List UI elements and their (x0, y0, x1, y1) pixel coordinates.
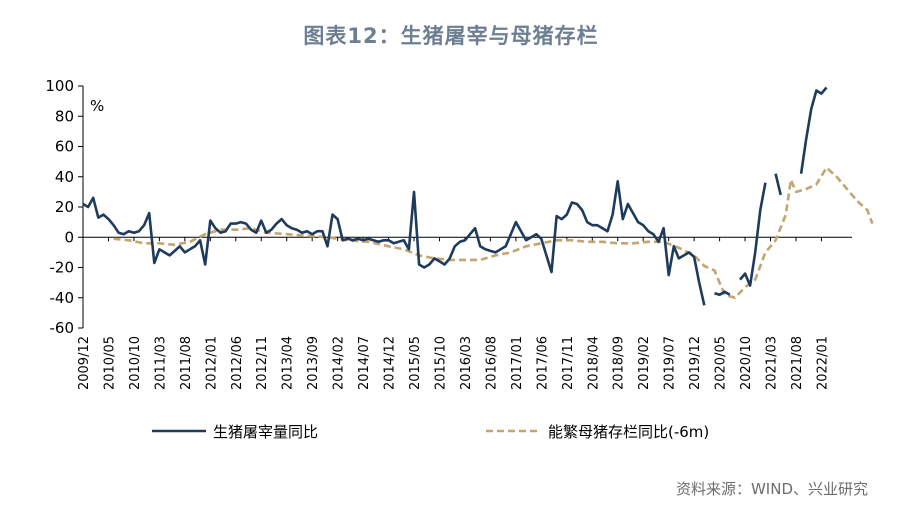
x-tick-label: 2021/03 (765, 336, 780, 390)
x-tick-label: 2014/02 (332, 336, 347, 390)
x-tick-label: 2014/07 (357, 336, 372, 390)
y-tick-label: 40 (55, 168, 74, 186)
x-tick-label: 2017/01 (510, 336, 525, 390)
legend-label: 生猪屠宰量同比 (213, 423, 318, 441)
y-tick-label: 80 (55, 107, 74, 125)
x-tick-label: 2020/05 (714, 336, 729, 390)
y-tick-label: 100 (45, 77, 74, 95)
x-tick-label: 2021/08 (790, 336, 805, 390)
x-tick-label: 2012/01 (204, 336, 219, 390)
y-tick-label: 20 (55, 198, 74, 216)
x-tick-label: 2019/02 (637, 336, 652, 390)
x-tick-label: 2013/09 (306, 336, 321, 390)
y-tick-label: -60 (50, 319, 75, 337)
x-tick-label: 2019/07 (663, 336, 678, 390)
x-tick-label: 2018/04 (586, 336, 601, 390)
x-tick-label: 2014/12 (383, 336, 398, 390)
series-line-sow-inventory (113, 166, 874, 300)
source-note: 资料来源：WIND、兴业研究 (675, 480, 868, 498)
legend: 生猪屠宰量同比 能繁母猪存栏同比(-6m) (152, 423, 709, 441)
x-tick-label: 2016/08 (484, 336, 499, 390)
x-tick-label: 2012/11 (255, 336, 270, 390)
x-tick-label: 2018/09 (612, 336, 627, 390)
x-tick-label: 2017/06 (535, 336, 550, 390)
y-tick-label: 0 (64, 228, 74, 246)
x-tick-label: 2017/11 (561, 336, 576, 390)
x-tick-label: 2013/04 (281, 336, 296, 390)
x-tick-label: 2012/06 (230, 336, 245, 390)
x-tick-label: 2009/12 (77, 336, 92, 390)
series-layer (82, 86, 874, 306)
x-tick-label: 2011/08 (179, 336, 194, 390)
y-tick-label: 60 (55, 138, 74, 156)
chart-title: 图表12：生猪屠宰与母猪存栏 (303, 24, 599, 48)
x-tick-label: 2010/05 (102, 336, 117, 390)
x-tick-label: 2015/05 (408, 336, 423, 390)
x-tick-label: 2020/10 (739, 336, 754, 390)
x-tick-label: 2019/12 (688, 336, 703, 390)
x-tick-label: 2016/03 (459, 336, 474, 390)
series-line-slaughter (82, 86, 828, 306)
legend-label: 能繁母猪存栏同比(-6m) (548, 423, 709, 441)
x-tick-label: 2015/10 (433, 336, 448, 390)
unit-label: % (90, 97, 104, 115)
x-tick-label: 2010/10 (128, 336, 143, 390)
x-tick-label: 2011/03 (153, 336, 168, 390)
y-tick-label: -20 (50, 259, 75, 277)
x-tick-label: 2022/01 (815, 336, 830, 390)
y-tick-label: -40 (50, 289, 75, 307)
